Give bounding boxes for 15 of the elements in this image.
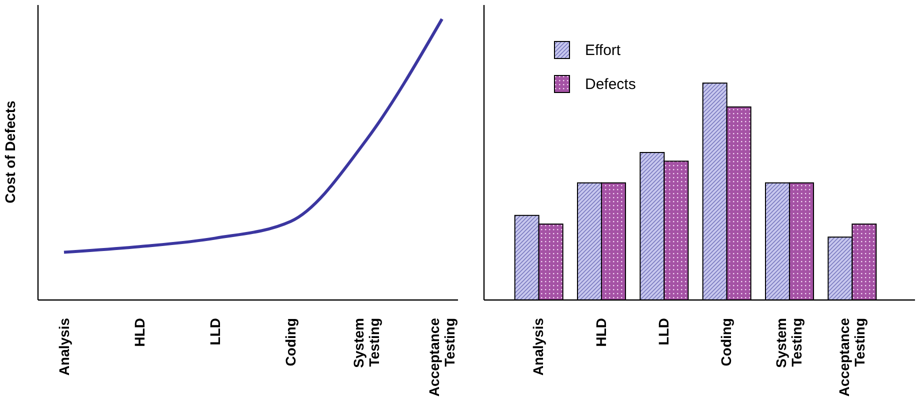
legend-label: Effort xyxy=(585,42,621,58)
x-tick-label: Acceptance Testing xyxy=(426,318,458,397)
x-tick-label: Coding xyxy=(718,318,734,366)
x-tick-label: Analysis xyxy=(530,318,546,376)
x-tick-label: Acceptance Testing xyxy=(836,318,868,397)
x-tick-label: Analysis xyxy=(56,318,72,376)
x-tick-label: Coding xyxy=(282,318,299,366)
legend-label: Defects xyxy=(585,76,636,92)
y-axis-title: Cost of Defects xyxy=(2,100,18,204)
x-tick-label: HLD xyxy=(132,318,148,347)
x-tick-label: System Testing xyxy=(773,318,805,368)
x-tick-label: HLD xyxy=(592,318,609,347)
x-tick-label: System Testing xyxy=(350,318,382,368)
x-tick-label: LLD xyxy=(207,318,224,346)
x-tick-label: LLD xyxy=(656,318,672,346)
